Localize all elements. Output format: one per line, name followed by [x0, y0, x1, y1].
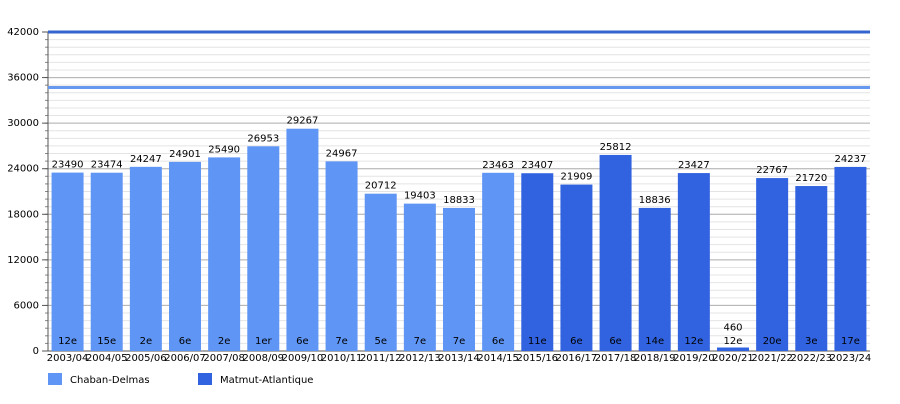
rank-label: 15e — [97, 336, 116, 347]
x-tick-label: 2005/06 — [125, 353, 167, 364]
rank-label: 14e — [645, 336, 664, 347]
rank-label: 3e — [805, 336, 818, 347]
value-label: 24237 — [835, 154, 867, 165]
bar — [638, 207, 671, 351]
rank-label: 11e — [528, 336, 547, 347]
x-tick-label: 2011/12 — [360, 353, 402, 364]
y-tick-label: 0 — [33, 346, 39, 357]
bar — [717, 347, 749, 351]
bar — [286, 128, 319, 351]
bar — [443, 207, 475, 351]
x-tick-label: 2014/15 — [477, 353, 519, 364]
y-tick-label: 24000 — [7, 164, 39, 175]
value-label: 22767 — [756, 165, 788, 176]
y-tick-label: 18000 — [7, 209, 39, 220]
x-tick-label: 2023/24 — [830, 353, 872, 364]
bar — [169, 161, 201, 351]
x-tick-label: 2009/10 — [282, 353, 324, 364]
bar — [208, 157, 241, 351]
value-label: 19403 — [404, 191, 436, 202]
bar — [364, 193, 397, 351]
x-tick-label: 2007/08 — [203, 353, 245, 364]
bar — [325, 161, 358, 351]
y-tick-label: 36000 — [7, 73, 39, 84]
x-tick-label: 2018/19 — [634, 353, 676, 364]
x-tick-label: 2006/07 — [164, 353, 206, 364]
bar — [560, 184, 593, 351]
x-tick-label: 2008/09 — [243, 353, 285, 364]
rank-label: 2e — [218, 336, 231, 347]
rank-label: 7e — [414, 336, 427, 347]
rank-label: 12e — [724, 336, 743, 347]
x-tick-label: 2017/18 — [595, 353, 637, 364]
rank-label: 6e — [570, 336, 583, 347]
bar — [51, 172, 84, 351]
value-label: 18833 — [443, 195, 475, 206]
value-label: 26953 — [247, 133, 279, 144]
rank-label: 1er — [255, 336, 273, 347]
rank-label: 12e — [58, 336, 77, 347]
y-tick-label: 6000 — [14, 300, 39, 311]
rank-label: 20e — [763, 336, 782, 347]
bar — [756, 178, 789, 351]
rank-label: 6e — [609, 336, 622, 347]
y-tick-label: 30000 — [7, 118, 39, 129]
bar — [521, 173, 554, 351]
x-tick-label: 2016/17 — [556, 353, 598, 364]
bar — [129, 166, 162, 351]
y-tick-label: 12000 — [7, 255, 39, 266]
rank-label: 5e — [374, 336, 387, 347]
x-tick-label: 2004/05 — [86, 353, 128, 364]
x-tick-label: 2019/20 — [673, 353, 715, 364]
bar — [90, 172, 123, 351]
rank-label: 6e — [179, 336, 192, 347]
bar — [599, 154, 632, 351]
legend-swatch — [198, 373, 212, 385]
value-label: 460 — [723, 323, 742, 334]
rank-label: 12e — [684, 336, 703, 347]
value-label: 25490 — [208, 144, 240, 155]
x-tick-label: 2021/22 — [751, 353, 793, 364]
value-label: 24901 — [169, 149, 201, 160]
value-label: 21909 — [561, 172, 593, 183]
value-label: 23474 — [91, 160, 123, 171]
rank-label: 2e — [140, 336, 153, 347]
rank-label: 7e — [453, 336, 466, 347]
rank-label: 7e — [335, 336, 348, 347]
x-tick-label: 2012/13 — [399, 353, 441, 364]
x-tick-label: 2015/16 — [517, 353, 559, 364]
value-label: 18836 — [639, 195, 671, 206]
value-label: 29267 — [287, 116, 319, 127]
legend-label: Chaban-Delmas — [70, 375, 150, 386]
rank-label: 6e — [296, 336, 309, 347]
value-label: 24247 — [130, 154, 162, 165]
bar — [834, 166, 867, 351]
value-label: 20712 — [365, 181, 397, 192]
x-tick-label: 2013/14 — [438, 353, 480, 364]
bar — [795, 186, 828, 351]
legend-label: Matmut-Atlantique — [220, 375, 313, 386]
rank-label: 17e — [841, 336, 860, 347]
bar — [247, 146, 280, 351]
y-tick-label: 42000 — [7, 27, 39, 38]
bar — [482, 172, 515, 351]
value-label: 23463 — [482, 160, 514, 171]
x-tick-label: 2022/23 — [791, 353, 833, 364]
legend-swatch — [48, 373, 62, 385]
bar — [677, 173, 710, 351]
value-label: 23490 — [52, 160, 84, 171]
rank-label: 6e — [492, 336, 505, 347]
value-label: 23407 — [521, 160, 553, 171]
value-label: 23427 — [678, 160, 710, 171]
bar — [403, 203, 436, 351]
value-label: 24967 — [326, 148, 358, 159]
x-tick-label: 2003/04 — [47, 353, 89, 364]
x-tick-label: 2010/11 — [321, 353, 363, 364]
x-tick-label: 2020/21 — [712, 353, 754, 364]
value-label: 21720 — [795, 173, 827, 184]
value-label: 25812 — [600, 142, 632, 153]
